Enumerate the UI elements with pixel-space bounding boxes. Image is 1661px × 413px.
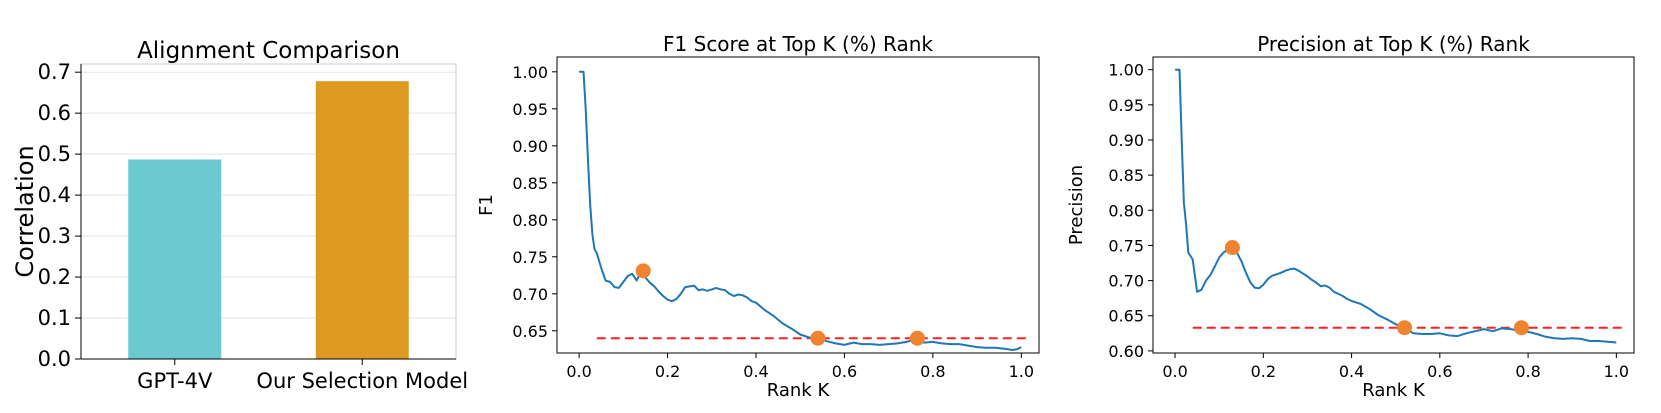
f1-score-chart: 0.65 0.70 0.75 0.80 0.85 0.90 0.95 1.00 0.0 0.2 0.… bbox=[476, 32, 1040, 401]
y-tick-label: 0.65 bbox=[1108, 307, 1144, 326]
chart-title: Alignment Comparison bbox=[137, 38, 400, 64]
category-label: Our Selection Model bbox=[256, 369, 468, 393]
y-tick-label: 0.90 bbox=[1108, 131, 1144, 150]
y-axis-label: Precision bbox=[1066, 165, 1087, 245]
series-line bbox=[1175, 68, 1617, 344]
x-tick-label: 0.2 bbox=[1251, 362, 1276, 381]
highlight-marker bbox=[1224, 240, 1240, 256]
y-tick-label: 0.80 bbox=[512, 211, 548, 230]
y-tick-label: 0.90 bbox=[512, 137, 548, 156]
bar bbox=[315, 81, 409, 359]
y-tick-label: 0.85 bbox=[512, 174, 548, 193]
chart-title: Precision at Top K (%) Rank bbox=[1257, 32, 1530, 56]
x-axis-label: Rank K bbox=[1362, 380, 1426, 401]
series-line bbox=[579, 70, 1022, 351]
x-axis-label: Rank K bbox=[767, 380, 831, 401]
x-tick-label: 0.4 bbox=[743, 362, 768, 381]
plot-frame bbox=[1152, 56, 1635, 354]
y-tick-label: 0.6 bbox=[38, 101, 71, 125]
x-tick-label: 0.6 bbox=[1427, 362, 1452, 381]
precision-chart: 0.60 0.65 0.70 0.75 0.80 0.85 0.90 0.95 1.00 0.0 0… bbox=[1066, 32, 1635, 401]
bar bbox=[128, 159, 222, 359]
y-tick-label: 0.4 bbox=[38, 183, 71, 207]
y-tick-label: 0.80 bbox=[1108, 201, 1144, 220]
y-tick-label: 0.75 bbox=[1108, 236, 1144, 255]
y-axis-label: F1 bbox=[476, 194, 497, 216]
y-axis-label: Correlation bbox=[11, 145, 39, 277]
y-tick-label: 0.0 bbox=[38, 347, 71, 371]
x-tick-label: 0.8 bbox=[920, 362, 945, 381]
y-tick-label: 0.95 bbox=[512, 100, 548, 119]
y-tick-label: 1.00 bbox=[512, 63, 548, 82]
x-tick-label: 1.0 bbox=[1604, 362, 1629, 381]
y-tick-label: 0.7 bbox=[38, 60, 71, 84]
alignment-comparison-chart: 0.0 0.1 0.2 0.3 0.4 0.5 0.6 0.7 GPT-4V Our Select… bbox=[11, 38, 468, 393]
y-tick-label: 0.1 bbox=[38, 306, 71, 330]
x-tick-label: 0.6 bbox=[832, 362, 857, 381]
y-tick-label: 0.70 bbox=[1108, 272, 1144, 291]
highlight-marker bbox=[810, 330, 826, 346]
y-tick-label: 0.3 bbox=[38, 224, 71, 248]
plot-frame bbox=[556, 56, 1040, 354]
y-tick-label: 0.95 bbox=[1108, 96, 1144, 115]
x-tick-label: 1.0 bbox=[1009, 362, 1034, 381]
x-tick-label: 0.4 bbox=[1339, 362, 1364, 381]
x-tick-label: 0.2 bbox=[655, 362, 680, 381]
y-tick-label: 0.75 bbox=[512, 248, 548, 267]
highlight-marker bbox=[909, 330, 925, 346]
chart-title: F1 Score at Top K (%) Rank bbox=[663, 32, 933, 56]
highlight-marker bbox=[635, 263, 651, 279]
x-tick-label: 0.8 bbox=[1515, 362, 1540, 381]
y-tick-label: 0.70 bbox=[512, 285, 548, 304]
highlight-marker bbox=[1513, 320, 1529, 336]
x-tick-label: 0.0 bbox=[566, 362, 591, 381]
y-tick-label: 0.60 bbox=[1108, 342, 1144, 361]
y-tick-label: 0.85 bbox=[1108, 166, 1144, 185]
y-tick-label: 1.00 bbox=[1108, 61, 1144, 80]
y-tick-label: 0.65 bbox=[512, 322, 548, 341]
category-label: GPT-4V bbox=[137, 369, 213, 393]
x-tick-label: 0.0 bbox=[1162, 362, 1187, 381]
highlight-marker bbox=[1397, 320, 1413, 336]
y-tick-label: 0.2 bbox=[38, 265, 71, 289]
y-tick-label: 0.5 bbox=[38, 142, 71, 166]
